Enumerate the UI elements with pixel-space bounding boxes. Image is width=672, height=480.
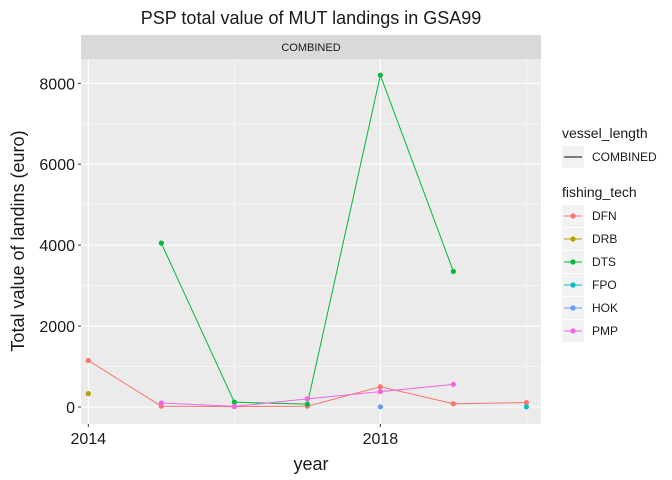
data-point [523,399,529,406]
data-point [450,401,456,407]
plot-panel [81,59,541,424]
series-hok [377,404,383,410]
data-point [304,396,310,402]
legend-title: fishing_tech [562,184,637,200]
legend-label: DTS [592,255,616,269]
major-gridlines [81,59,541,424]
data-point [377,384,383,390]
data-point [85,357,91,364]
data-point [85,391,91,397]
legend: vessel_length COMBINED fishing_tech DFN DRB D… [562,125,657,342]
data-point [377,389,383,395]
data-point [450,268,456,275]
y-tick-label: 0 [66,400,75,417]
data-point [304,401,310,407]
y-tick-label: 4000 [39,238,75,255]
legend-label: DFN [592,209,617,223]
data-point [231,403,237,409]
y-axis: 0 2000 4000 6000 8000 [39,76,81,417]
y-tick-label: 8000 [39,76,75,93]
data-point [158,400,164,406]
y-tick-label: 2000 [39,319,75,336]
data-point [450,381,456,387]
series-fpo [523,404,529,410]
legend-label: FPO [592,278,617,292]
legend-key-point [570,259,576,265]
data-point [377,72,383,78]
x-axis: 2014 2018 [71,424,399,448]
series-drb [85,391,91,397]
legend-label: PMP [592,324,618,338]
data-point [158,240,164,246]
legend-key-point [570,213,576,219]
legend-label: DRB [592,232,617,246]
legend-key-point [570,305,576,311]
facet-strip-label: COMBINED [281,42,340,54]
legend-title: vessel_length [562,125,648,141]
minor-gridlines [81,59,541,424]
chart-title: PSP total value of MUT landings in GSA99 [141,8,482,28]
legend-label: COMBINED [592,150,657,164]
y-tick-label: 6000 [39,157,75,174]
y-axis-title: Total value of landins (euro) [8,130,28,351]
x-tick-label: 2018 [363,431,399,448]
legend-label: HOK [592,301,618,315]
series-layer [85,72,529,410]
legend-key-point [570,328,576,334]
x-tick-label: 2014 [71,431,107,448]
x-axis-title: year [293,454,328,474]
data-point [231,399,237,405]
series-pmp [158,381,456,409]
legend-key-point [570,282,576,288]
data-point [523,404,529,410]
facet-strip [81,35,541,59]
series-dts [158,72,456,407]
data-point [377,404,383,410]
legend-key-point [570,236,576,242]
